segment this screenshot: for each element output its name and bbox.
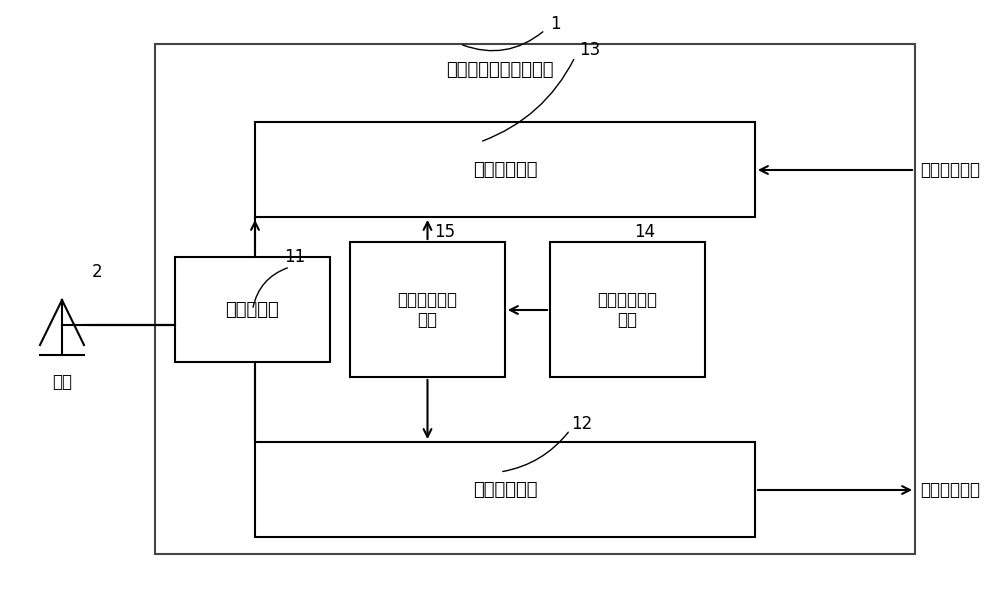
Text: 15: 15 bbox=[434, 223, 456, 241]
Text: 14: 14 bbox=[634, 223, 656, 241]
FancyBboxPatch shape bbox=[175, 257, 330, 362]
FancyBboxPatch shape bbox=[255, 122, 755, 217]
FancyBboxPatch shape bbox=[350, 242, 505, 377]
FancyBboxPatch shape bbox=[550, 242, 705, 377]
Text: 可变双工器: 可变双工器 bbox=[226, 301, 279, 318]
Text: 基带发射信号: 基带发射信号 bbox=[920, 161, 980, 179]
Text: 天线: 天线 bbox=[52, 373, 72, 391]
Text: 12: 12 bbox=[571, 415, 593, 433]
Text: 柔性通信控制
单元: 柔性通信控制 单元 bbox=[598, 291, 658, 329]
Text: 柔性接收单元: 柔性接收单元 bbox=[473, 481, 537, 499]
Text: 柔性频率合成
单元: 柔性频率合成 单元 bbox=[398, 291, 458, 329]
Text: 13: 13 bbox=[579, 41, 601, 59]
Text: 11: 11 bbox=[284, 248, 306, 266]
Text: 基带接收信号: 基带接收信号 bbox=[920, 481, 980, 499]
FancyBboxPatch shape bbox=[155, 44, 915, 554]
Text: 1: 1 bbox=[550, 15, 560, 33]
Text: 2: 2 bbox=[92, 263, 102, 281]
Text: 非对称柔性通信收发机: 非对称柔性通信收发机 bbox=[446, 61, 554, 79]
Text: 柔性发射单元: 柔性发射单元 bbox=[473, 161, 537, 179]
FancyBboxPatch shape bbox=[255, 442, 755, 537]
